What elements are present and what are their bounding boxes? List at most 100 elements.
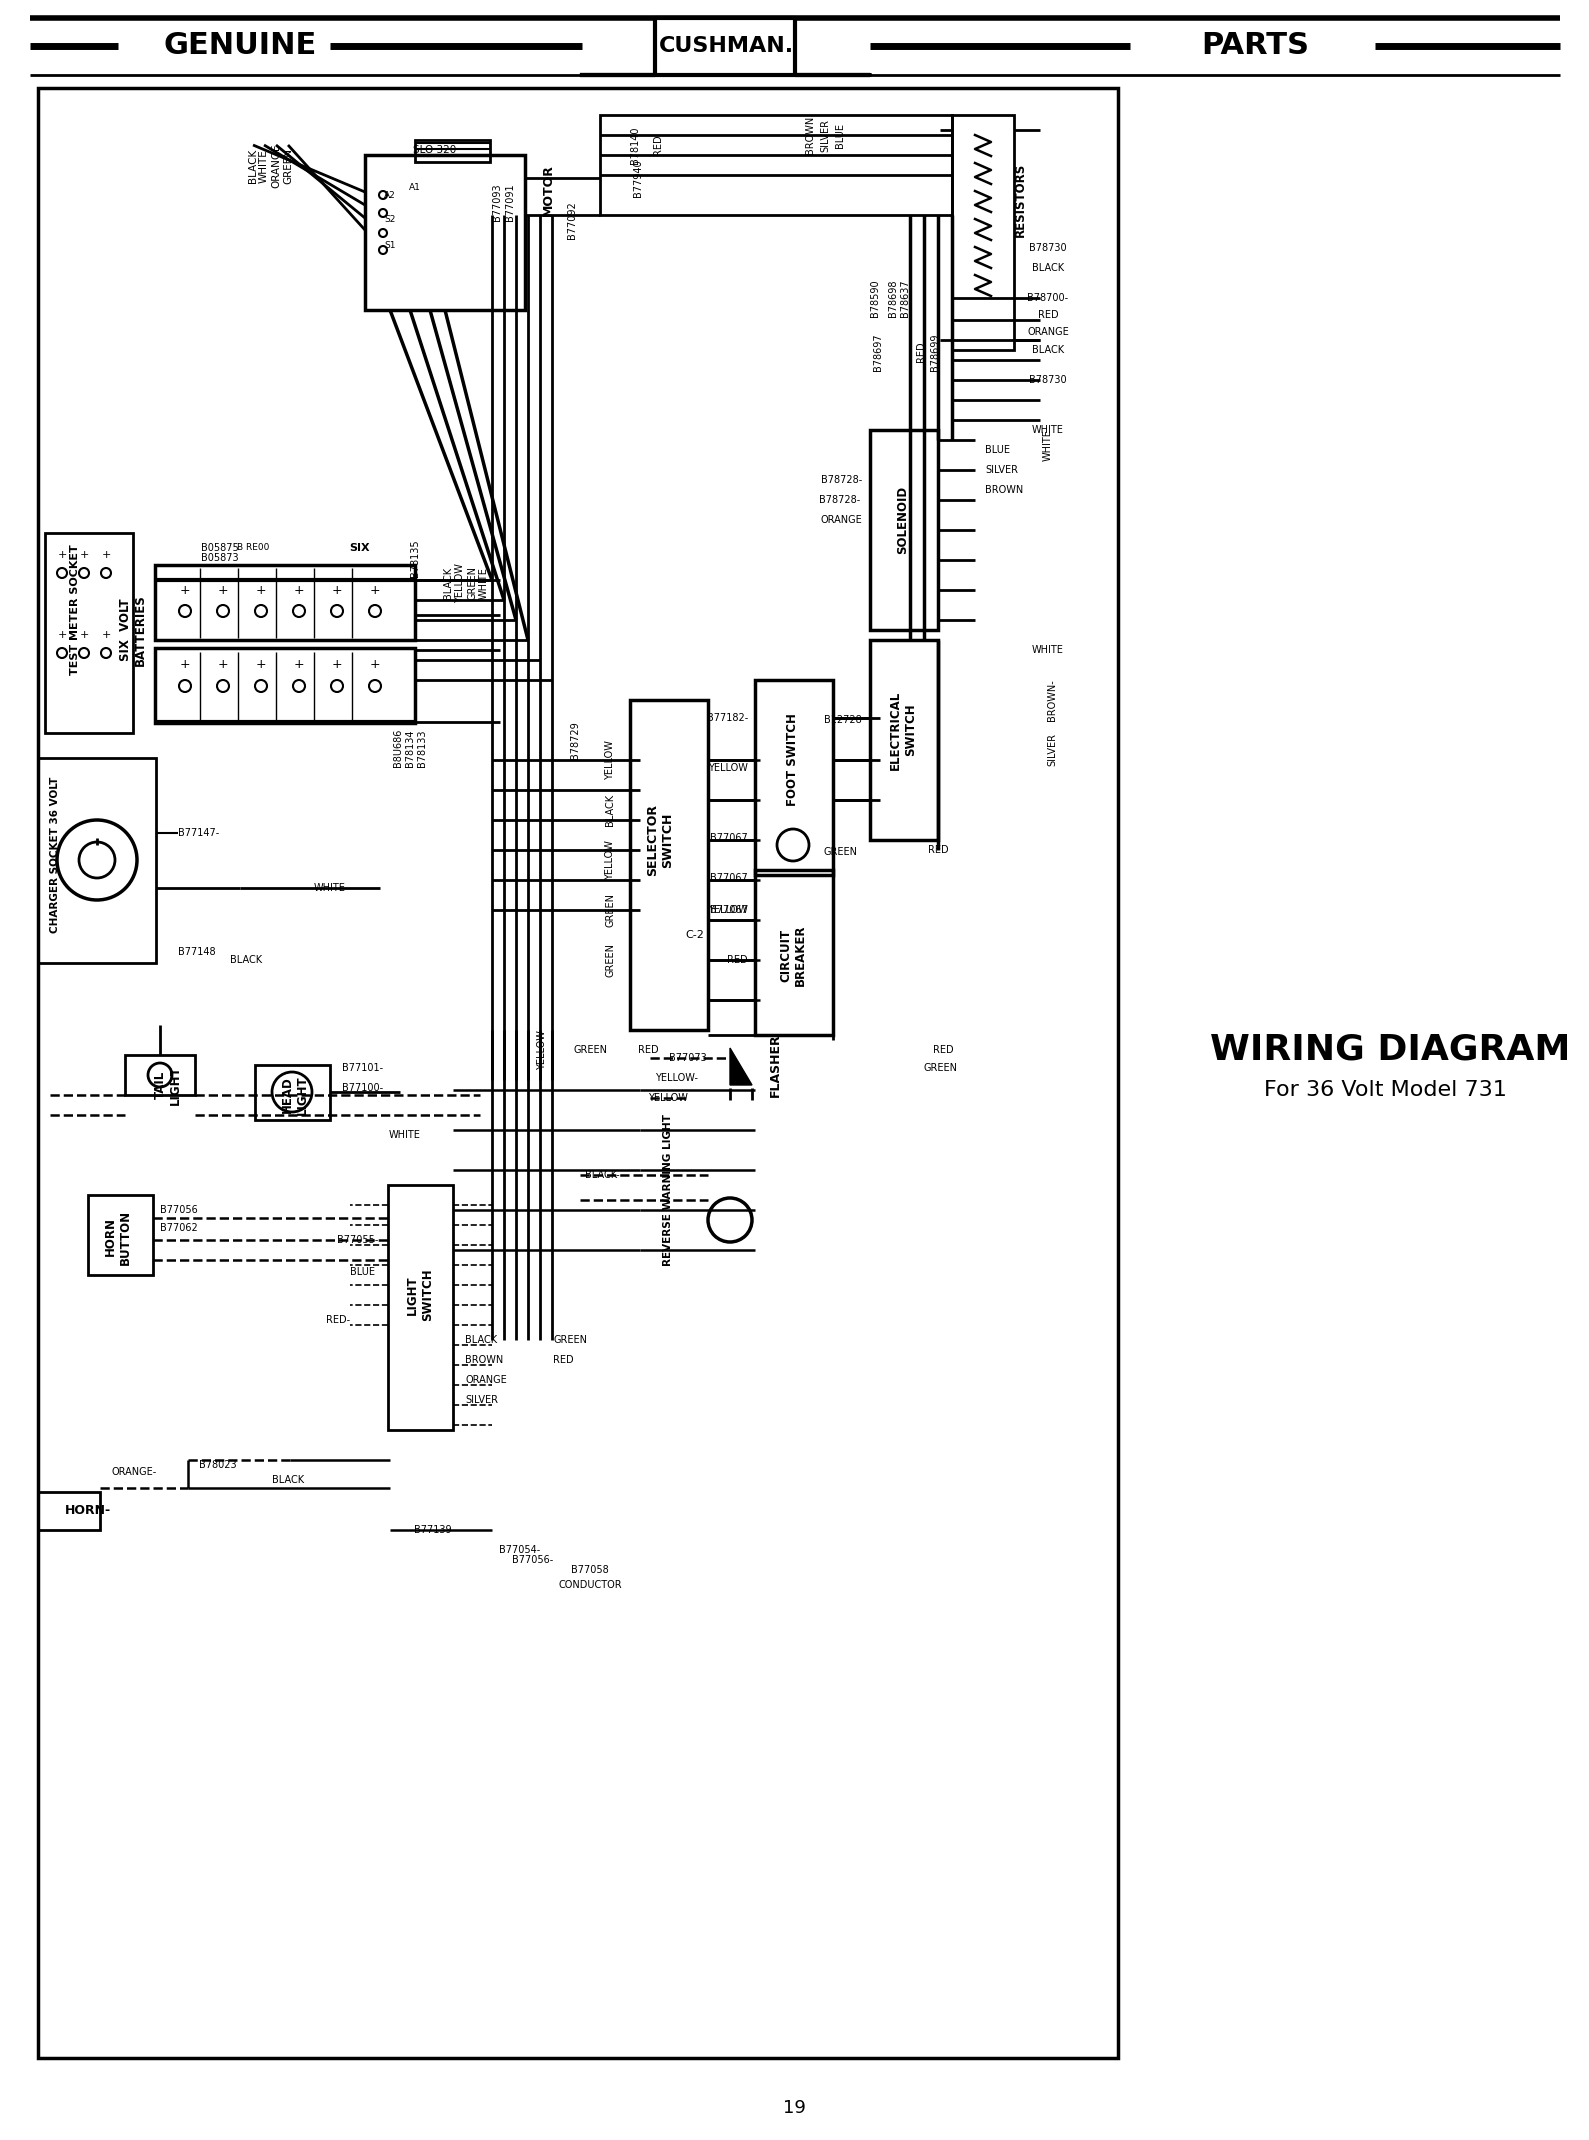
Text: B78700-: B78700- (1028, 293, 1068, 304)
Text: B77056: B77056 (160, 1205, 197, 1216)
Text: B78133: B78133 (416, 730, 427, 766)
Text: +: + (294, 584, 305, 597)
Bar (38, 1492, 100, 1530)
Text: RED: RED (653, 135, 663, 156)
Text: GREEN: GREEN (825, 847, 858, 856)
Bar (365, 154, 524, 310)
Text: B78140: B78140 (629, 126, 640, 165)
Text: B78590: B78590 (871, 278, 880, 317)
Text: B77073-: B77073- (669, 1053, 710, 1064)
Text: YELLOW: YELLOW (648, 1094, 688, 1102)
Text: +: + (180, 584, 191, 597)
Text: GREEN: GREEN (283, 148, 292, 184)
Text: MOTOR: MOTOR (542, 165, 555, 216)
Text: BLUE: BLUE (985, 445, 1011, 456)
Text: CIRCUIT
BREAKER: CIRCUIT BREAKER (779, 924, 807, 987)
Text: SIX: SIX (350, 544, 370, 552)
Text: +: + (294, 659, 305, 672)
Text: B77056-: B77056- (512, 1556, 553, 1564)
Text: ORANGE: ORANGE (1026, 327, 1069, 336)
Text: B78730: B78730 (1030, 244, 1066, 253)
Text: B05873: B05873 (202, 552, 238, 563)
Text: B77093: B77093 (493, 184, 502, 220)
Text: SIX  VOLT
BATTERIES: SIX VOLT BATTERIES (119, 595, 148, 666)
Bar (871, 640, 938, 841)
Text: B77092: B77092 (567, 201, 577, 240)
Text: RED: RED (1038, 310, 1058, 321)
Text: BLACK: BLACK (1031, 345, 1065, 355)
Bar (38, 758, 156, 963)
Text: +: + (218, 659, 229, 672)
Text: BROWN: BROWN (466, 1355, 504, 1365)
Text: B77091: B77091 (505, 184, 515, 220)
Text: +: + (79, 629, 89, 640)
Text: SILVER: SILVER (1047, 734, 1057, 766)
Text: B77139-: B77139- (415, 1526, 456, 1534)
Text: SELECTOR
SWITCH: SELECTOR SWITCH (647, 805, 674, 875)
Text: ORANGE: ORANGE (272, 143, 281, 188)
Text: A1: A1 (408, 184, 421, 193)
Text: GREEN: GREEN (605, 944, 615, 978)
Text: +: + (57, 550, 67, 561)
Text: +: + (370, 659, 380, 672)
Text: HORN
BUTTON: HORN BUTTON (103, 1209, 132, 1265)
Text: +: + (256, 659, 267, 672)
Text: GREEN: GREEN (553, 1335, 586, 1346)
Text: B RE00: B RE00 (237, 544, 269, 552)
Text: RED-: RED- (326, 1314, 350, 1325)
Text: WHITE: WHITE (478, 567, 489, 599)
Text: B77148: B77148 (178, 948, 216, 957)
Bar (755, 681, 833, 875)
Text: SOLENOID: SOLENOID (896, 486, 909, 554)
Text: B77067: B77067 (710, 905, 748, 916)
Text: RED: RED (728, 954, 748, 965)
Text: +: + (79, 550, 89, 561)
Text: GREEN: GREEN (574, 1044, 607, 1055)
Text: YELLOW: YELLOW (605, 841, 615, 880)
Text: CHARGER SOCKET 36 VOLT: CHARGER SOCKET 36 VOLT (49, 777, 60, 933)
Text: BLACK: BLACK (443, 567, 453, 599)
Text: BLACK: BLACK (605, 794, 615, 826)
Text: BROWN-: BROWN- (1047, 678, 1057, 721)
Text: B77940: B77940 (632, 158, 644, 197)
Text: B77067: B77067 (710, 873, 748, 884)
Text: BLACK: BLACK (248, 150, 257, 184)
Text: BLACK: BLACK (272, 1474, 303, 1485)
Bar (388, 1186, 453, 1430)
Text: B78699: B78699 (930, 334, 941, 370)
Text: ORANGE: ORANGE (466, 1376, 507, 1385)
Text: WHITE: WHITE (1033, 644, 1065, 655)
Text: +: + (332, 659, 342, 672)
Text: YELLOW: YELLOW (454, 563, 466, 603)
Text: YELLOW: YELLOW (537, 1029, 547, 1070)
Text: BLACK: BLACK (466, 1335, 497, 1346)
Text: B77100-: B77100- (342, 1083, 383, 1094)
Text: B12728: B12728 (825, 715, 861, 725)
Polygon shape (582, 17, 871, 75)
Text: BLACK: BLACK (1031, 263, 1065, 274)
Text: RED: RED (928, 845, 949, 856)
Text: 19: 19 (782, 2099, 806, 2116)
Text: GENUINE: GENUINE (164, 32, 316, 60)
Text: B78023: B78023 (199, 1459, 237, 1470)
Text: +: + (180, 659, 191, 672)
Text: WIRING DIAGRAM: WIRING DIAGRAM (1209, 1034, 1570, 1068)
Text: ORANGE-: ORANGE- (111, 1468, 157, 1477)
Text: BLUE: BLUE (834, 122, 845, 148)
Text: ORANGE: ORANGE (820, 516, 861, 524)
Text: TAIL
LIGHT: TAIL LIGHT (154, 1066, 183, 1104)
Text: FLASHER: FLASHER (769, 1034, 782, 1098)
Text: B78697: B78697 (872, 334, 883, 370)
Bar (87, 1194, 153, 1275)
Text: B77062: B77062 (160, 1222, 197, 1233)
Text: TEST METER SOCKET: TEST METER SOCKET (70, 544, 79, 676)
Text: SILVER: SILVER (466, 1395, 497, 1406)
Bar (126, 1055, 195, 1096)
Bar (629, 700, 709, 1029)
Text: RED: RED (637, 1044, 658, 1055)
Text: RED: RED (933, 1044, 953, 1055)
Text: B78135: B78135 (410, 539, 419, 578)
Text: WHITE: WHITE (259, 150, 269, 182)
Text: B78134: B78134 (405, 730, 415, 766)
Bar (952, 116, 1014, 351)
